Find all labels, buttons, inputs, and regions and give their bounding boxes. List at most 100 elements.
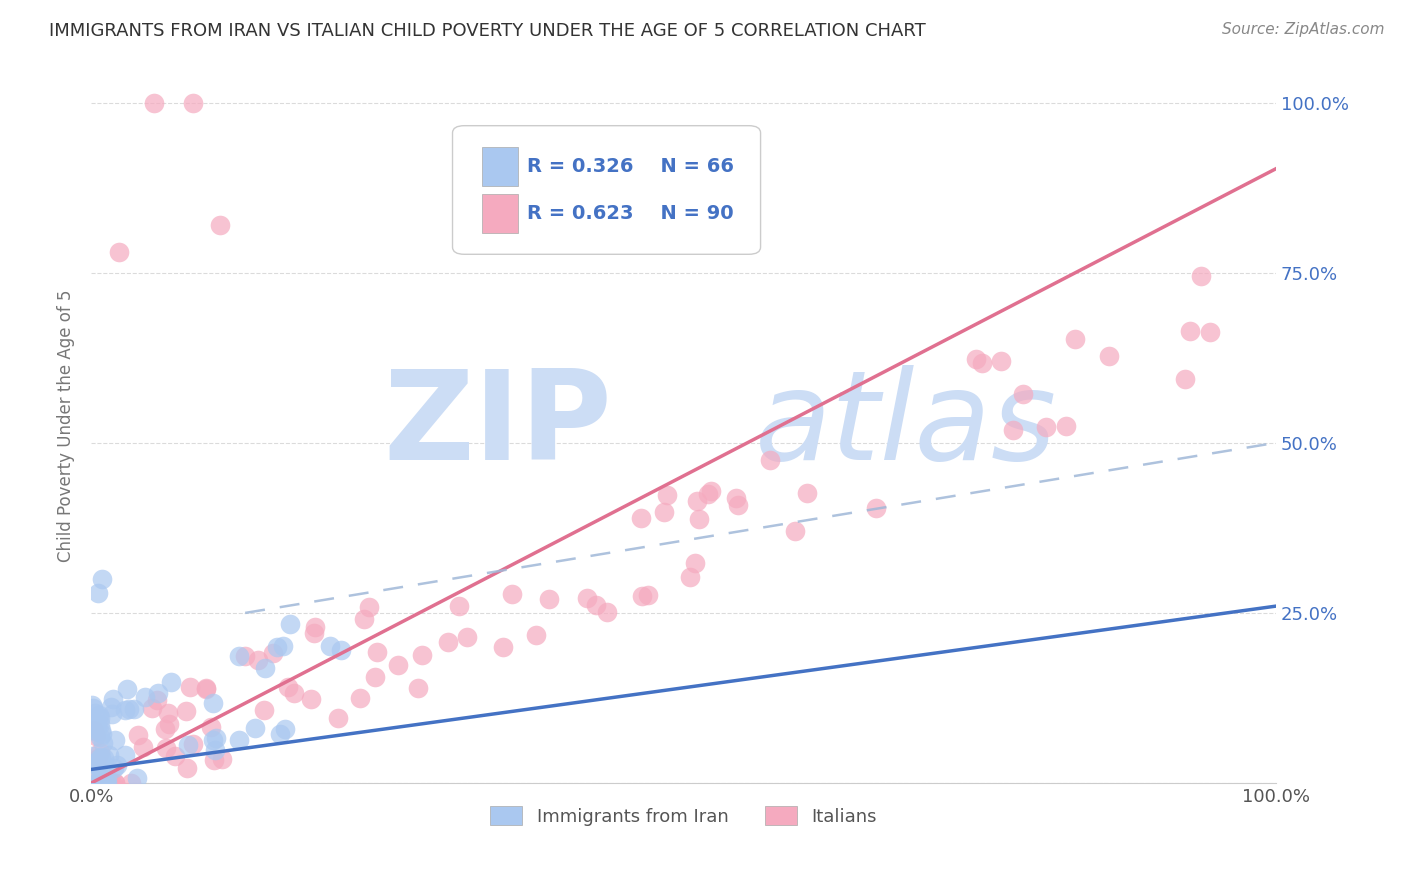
Point [125, 772, 148, 786]
Point [387, 657, 409, 672]
Point [406, 681, 429, 695]
Point [205, 731, 228, 745]
Point [82, 698, 104, 712]
Point [328, 711, 350, 725]
Point [146, 686, 169, 700]
Point [142, 95, 165, 110]
Point [246, 653, 269, 667]
Point [104, 733, 127, 747]
Point [1035, 420, 1057, 434]
Point [637, 588, 659, 602]
Point [84, 729, 107, 743]
Point [89, 708, 111, 723]
Point [688, 511, 710, 525]
Point [657, 488, 679, 502]
Point [204, 743, 226, 757]
FancyBboxPatch shape [453, 126, 761, 254]
Point [228, 732, 250, 747]
Point [83, 756, 105, 771]
Point [363, 671, 385, 685]
Legend: Immigrants from Iran, Italians: Immigrants from Iran, Italians [481, 797, 886, 835]
Point [537, 592, 560, 607]
Point [80, 749, 103, 764]
Point [103, 761, 125, 775]
Point [96, 772, 118, 786]
Point [299, 691, 322, 706]
Text: atlas: atlas [755, 366, 1057, 486]
Point [683, 556, 706, 570]
Point [353, 612, 375, 626]
Point [89, 716, 111, 731]
Point [120, 776, 142, 790]
Point [145, 693, 167, 707]
Point [90, 749, 112, 764]
Point [89, 751, 111, 765]
Point [202, 753, 225, 767]
Point [696, 487, 718, 501]
Point [200, 720, 222, 734]
Y-axis label: Child Poverty Under the Age of 5: Child Poverty Under the Age of 5 [58, 290, 75, 562]
Point [436, 634, 458, 648]
Point [700, 484, 723, 499]
Point [209, 218, 232, 232]
Point [211, 752, 233, 766]
Point [585, 598, 607, 612]
Point [970, 355, 993, 369]
Point [118, 702, 141, 716]
Point [1180, 324, 1202, 338]
Point [280, 617, 302, 632]
Point [201, 696, 224, 710]
Point [456, 630, 478, 644]
Point [181, 737, 204, 751]
Point [283, 686, 305, 700]
Point [177, 738, 200, 752]
Text: R = 0.623    N = 90: R = 0.623 N = 90 [527, 203, 734, 223]
Point [84, 776, 107, 790]
Point [724, 491, 747, 506]
Point [84, 723, 107, 737]
Point [253, 703, 276, 717]
Point [630, 511, 652, 525]
Point [91, 572, 114, 586]
Point [96, 776, 118, 790]
Point [274, 722, 297, 736]
Point [576, 591, 599, 605]
Point [86, 758, 108, 772]
Point [195, 681, 218, 695]
Point [1054, 419, 1077, 434]
Point [269, 727, 291, 741]
Point [159, 675, 181, 690]
Point [91, 735, 114, 749]
Point [233, 649, 256, 664]
Point [84, 723, 107, 738]
Point [759, 453, 782, 467]
Point [195, 681, 218, 696]
Point [686, 493, 709, 508]
Point [82, 775, 104, 789]
Point [93, 751, 115, 765]
Point [89, 730, 111, 744]
Point [98, 776, 121, 790]
Text: R = 0.326    N = 66: R = 0.326 N = 66 [527, 157, 734, 177]
Point [101, 707, 124, 722]
Point [89, 745, 111, 759]
Point [652, 505, 675, 519]
Point [87, 585, 110, 599]
Point [103, 776, 125, 790]
Point [1064, 332, 1087, 346]
Point [596, 606, 619, 620]
Point [176, 761, 198, 775]
Point [1098, 349, 1121, 363]
Point [492, 640, 515, 654]
Point [179, 680, 201, 694]
Point [104, 776, 127, 790]
Point [86, 719, 108, 733]
Point [501, 587, 523, 601]
Point [262, 646, 284, 660]
Point [1174, 372, 1197, 386]
Point [990, 354, 1012, 368]
Point [86, 776, 108, 790]
Point [114, 747, 136, 762]
Point [90, 723, 112, 737]
Point [83, 716, 105, 731]
